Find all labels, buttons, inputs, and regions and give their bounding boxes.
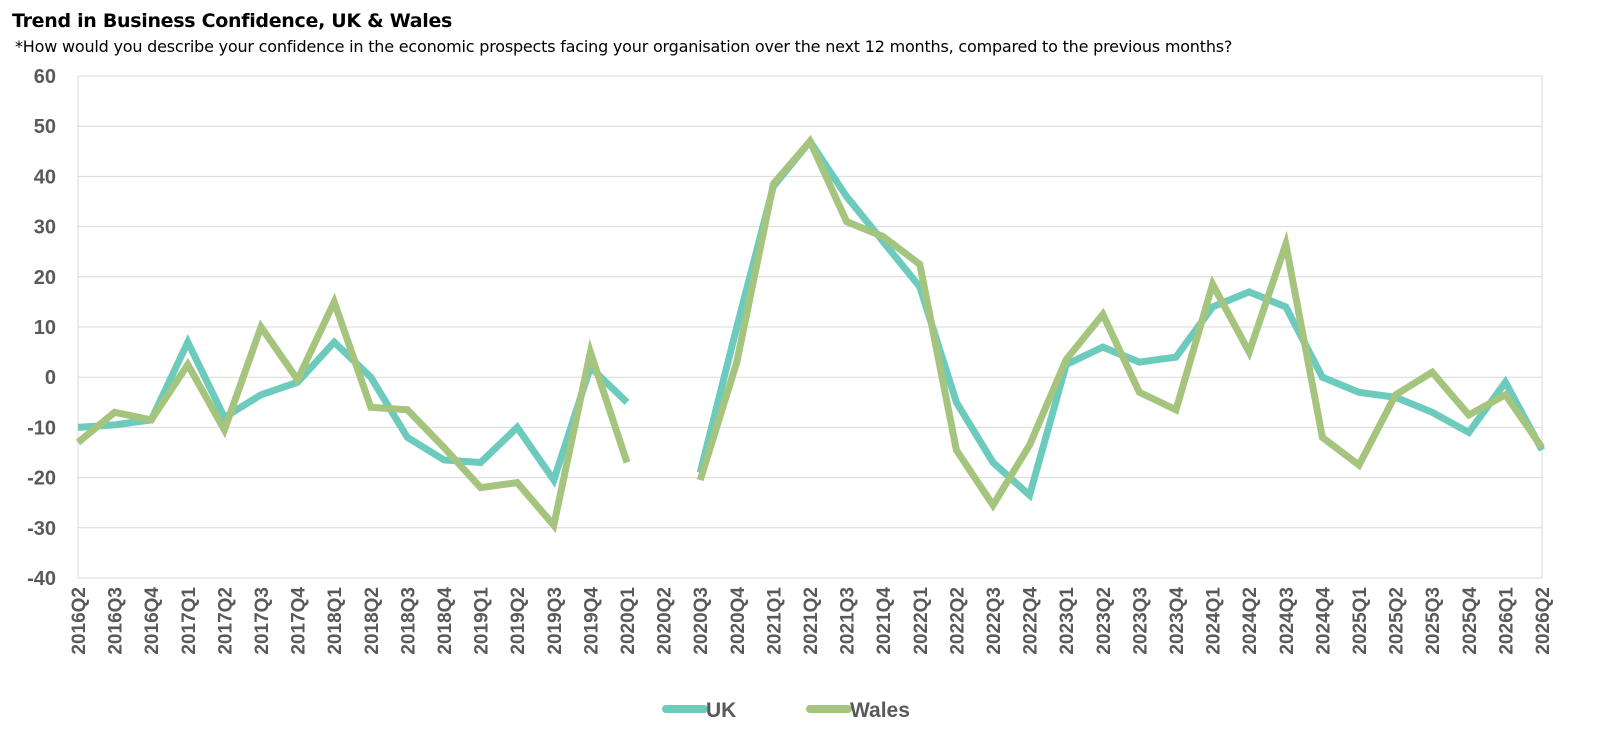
series-uk — [77, 135, 1546, 502]
chart-title: Trend in Business Confidence, UK & Wales — [12, 10, 453, 32]
y-tick-label: -20 — [27, 468, 56, 490]
x-tick-label: 2025Q4 — [1460, 587, 1481, 655]
x-tick-label: 2022Q4 — [1021, 587, 1042, 655]
x-tick-label: 2016Q4 — [142, 587, 163, 655]
x-tick-label: 2023Q2 — [1094, 587, 1115, 655]
x-tick-label: 2024Q1 — [1204, 587, 1225, 655]
y-axis-ticks: 60 50 40 30 20 10 0 -10 -20 -30 -40 — [27, 66, 56, 590]
x-tick-label: 2023Q3 — [1130, 587, 1151, 655]
x-tick-label: 2018Q4 — [435, 587, 456, 655]
x-tick-label: 2019Q4 — [581, 587, 602, 655]
x-tick-label: 2020Q4 — [728, 587, 749, 655]
legend-item-wales: Wales — [806, 699, 910, 722]
legend-label: Wales — [850, 699, 910, 722]
x-tick-label: 2020Q1 — [618, 587, 639, 655]
y-tick-label: 30 — [34, 217, 56, 239]
x-tick-label: 2016Q2 — [69, 587, 90, 655]
x-tick-label: 2017Q1 — [179, 587, 200, 655]
x-tick-label: 2021Q4 — [874, 587, 895, 655]
x-tick-label: 2018Q1 — [325, 587, 346, 655]
series-wales — [75, 134, 1545, 533]
x-tick-label: 2025Q1 — [1350, 587, 1371, 655]
x-tick-label: 2017Q3 — [252, 587, 273, 655]
x-tick-label: 2025Q3 — [1423, 587, 1444, 655]
x-tick-label: 2021Q3 — [838, 587, 859, 655]
y-tick-label: -30 — [27, 518, 56, 540]
x-tick-label: 2019Q1 — [472, 587, 493, 655]
x-tick-label: 2019Q3 — [545, 587, 566, 655]
x-tick-label: 2023Q1 — [1057, 587, 1078, 655]
series-line-uk — [77, 135, 1546, 502]
x-tick-label: 2022Q1 — [911, 587, 932, 655]
x-tick-label: 2020Q2 — [655, 587, 676, 655]
x-tick-label: 2024Q2 — [1240, 587, 1261, 655]
series-line-wales — [75, 134, 1545, 533]
legend-label: UK — [706, 699, 736, 722]
y-tick-label: 0 — [45, 367, 56, 389]
legend: UK Wales — [662, 699, 910, 722]
x-tick-label: 2024Q3 — [1277, 587, 1298, 655]
x-axis-ticks: 2016Q2 2016Q3 2016Q4 2017Q1 2017Q2 2017Q3 2017… — [69, 587, 1554, 655]
x-tick-label: 2019Q2 — [508, 587, 529, 655]
x-tick-label: 2025Q2 — [1387, 587, 1408, 655]
y-tick-label: -40 — [27, 568, 56, 590]
y-tick-label: 10 — [34, 317, 56, 339]
chart-subtitle: *How would you describe your confidence … — [15, 37, 1233, 56]
x-tick-label: 2022Q2 — [947, 587, 968, 655]
x-tick-label: 2021Q2 — [801, 587, 822, 655]
y-tick-label: -10 — [27, 417, 56, 439]
x-tick-label: 2023Q4 — [1167, 587, 1188, 655]
y-tick-label: 50 — [34, 116, 56, 138]
x-tick-label: 2016Q3 — [106, 587, 127, 655]
x-tick-label: 2022Q3 — [984, 587, 1005, 655]
x-tick-label: 2026Q2 — [1533, 587, 1554, 655]
y-tick-label: 20 — [34, 267, 56, 289]
y-tick-label: 40 — [34, 166, 56, 188]
x-tick-label: 2017Q2 — [215, 587, 236, 655]
y-tick-label: 60 — [34, 66, 56, 88]
x-tick-label: 2018Q2 — [362, 587, 383, 655]
x-tick-label: 2017Q4 — [289, 587, 310, 655]
x-tick-label: 2018Q3 — [398, 587, 419, 655]
legend-item-uk: UK — [662, 699, 736, 722]
x-tick-label: 2026Q1 — [1496, 587, 1517, 655]
x-tick-label: 2024Q4 — [1313, 587, 1334, 655]
series-lines — [75, 134, 1546, 533]
gridlines — [77, 75, 1543, 579]
x-tick-label: 2020Q3 — [691, 587, 712, 655]
x-tick-label: 2021Q1 — [764, 587, 785, 655]
